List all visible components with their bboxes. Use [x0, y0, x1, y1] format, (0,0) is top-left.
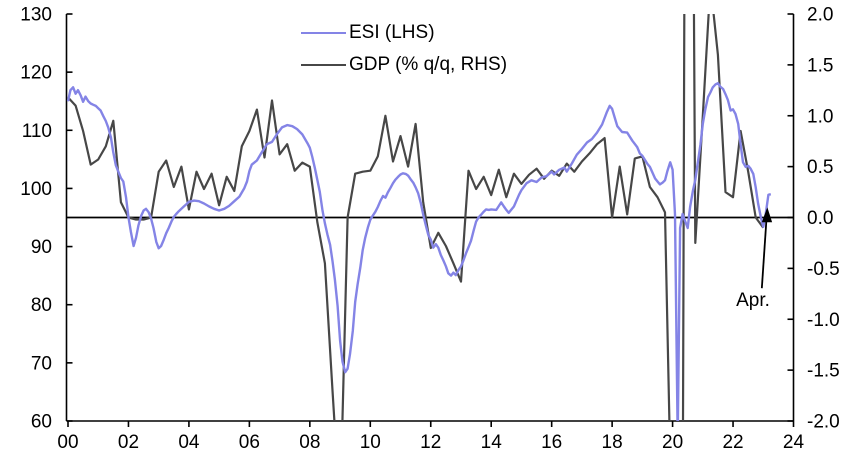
legend-item-esi: ESI (LHS): [301, 17, 507, 49]
esi-line-swatch: [301, 32, 346, 34]
y-axis-right-tick-label: -2.0: [807, 412, 840, 433]
legend-label-esi: ESI (LHS): [349, 22, 435, 43]
y-axis-right-tick-label: 1.5: [807, 55, 833, 76]
x-axis-tick-label: 10: [360, 432, 381, 453]
x-axis-tick-label: 06: [239, 432, 260, 453]
y-axis-right-tick-label: 0.0: [807, 208, 833, 229]
y-axis-left-tick-label: 100: [20, 179, 52, 200]
y-axis-right-tick-label: 0.5: [807, 157, 833, 178]
y-axis-right-tick-label: 2.0: [807, 5, 833, 26]
legend-item-gdp: GDP (% q/q, RHS): [301, 49, 507, 81]
y-axis-left-tick-label: 60: [31, 412, 52, 433]
y-axis-right-tick-label: 1.0: [807, 106, 833, 127]
y-axis-left-tick-label: 90: [31, 237, 52, 258]
y-axis-right-tick-label: -1.5: [807, 361, 840, 382]
y-axis-left-tick-label: 70: [31, 353, 52, 374]
x-axis-tick-label: 14: [481, 432, 503, 453]
x-axis-tick-label: 12: [420, 432, 441, 453]
y-axis-right-tick-label: -1.0: [807, 310, 840, 331]
x-axis-tick-label: 16: [541, 432, 562, 453]
x-axis-tick-label: 22: [722, 432, 743, 453]
y-axis-right-tick-label: -0.5: [807, 259, 840, 280]
x-axis-tick-label: 04: [178, 432, 200, 453]
apr-arrow-shaft: [760, 221, 768, 289]
x-axis-tick-label: 02: [118, 432, 139, 453]
esi-series-line: [66, 81, 772, 421]
y-axis-left-tick-label: 110: [22, 121, 52, 142]
x-axis-tick-label: 24: [783, 432, 805, 453]
y-axis-left-tick-label: 80: [31, 295, 52, 316]
legend-label-gdp: GDP (% q/q, RHS): [349, 54, 508, 75]
x-axis-tick-label: 08: [299, 432, 320, 453]
x-axis-tick-label: 00: [57, 432, 78, 453]
y-axis-left-tick-label: 130: [20, 5, 52, 26]
x-axis-tick-label: 18: [602, 432, 623, 453]
apr-annotation-label: Apr.: [736, 290, 770, 311]
chart-legend: ESI (LHS) GDP (% q/q, RHS): [301, 17, 507, 81]
x-axis-tick-label: 20: [662, 432, 683, 453]
apr-arrow-head: [761, 207, 773, 223]
y-axis-left-tick-label: 120: [20, 63, 52, 84]
gdp-series-line: [67, 14, 765, 421]
gdp-line-swatch: [301, 64, 346, 66]
